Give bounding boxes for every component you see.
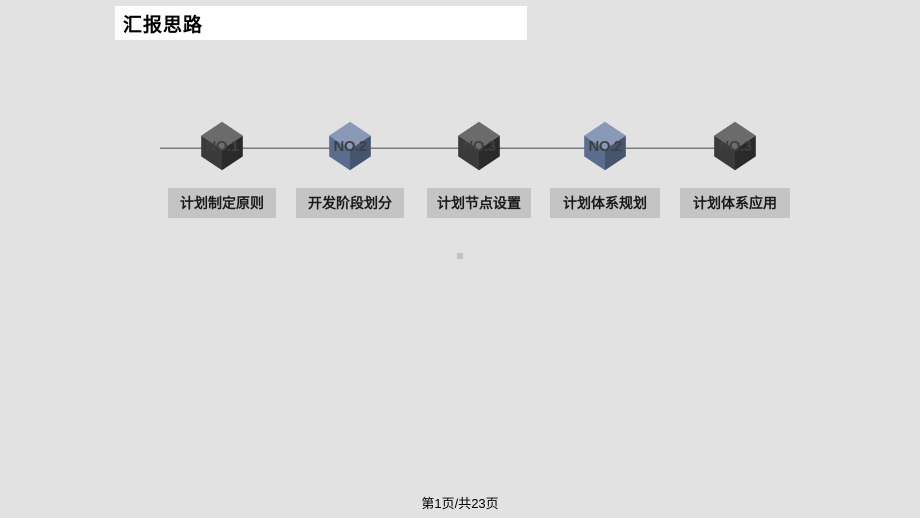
step-number: NO.1 [186, 138, 258, 155]
step-diagram: NO.1 计划制定原则 NO.2 开发阶段划分 NO.3 计划节点设置 NO.2 计划体… [140, 120, 780, 220]
timeline-step: NO.3 计划体系应用 [680, 120, 790, 218]
step-caption: 开发阶段划分 [296, 188, 404, 218]
step-caption: 计划制定原则 [168, 188, 276, 218]
page-indicator: 第1页/共23页 [0, 493, 920, 512]
cube-icon: NO.3 [453, 120, 505, 172]
cube-icon: NO.3 [709, 120, 761, 172]
center-marker [457, 253, 463, 259]
timeline-step: NO.2 开发阶段划分 [295, 120, 405, 218]
step-caption: 计划体系应用 [680, 188, 790, 218]
timeline-step: NO.1 计划制定原则 [167, 120, 277, 218]
step-caption: 计划体系规划 [550, 188, 660, 218]
cube-icon: NO.2 [324, 120, 376, 172]
timeline-step: NO.3 计划节点设置 [424, 120, 534, 218]
step-number: NO.3 [699, 138, 771, 155]
page-title: 汇报思路 [123, 10, 203, 37]
title-bar: 汇报思路 [115, 6, 527, 40]
step-caption: 计划节点设置 [427, 188, 531, 218]
step-number: NO.2 [569, 138, 641, 155]
step-number: NO.2 [314, 138, 386, 155]
cube-icon: NO.2 [579, 120, 631, 172]
step-number: NO.3 [443, 138, 515, 155]
cube-icon: NO.1 [196, 120, 248, 172]
timeline-step: NO.2 计划体系规划 [550, 120, 660, 218]
